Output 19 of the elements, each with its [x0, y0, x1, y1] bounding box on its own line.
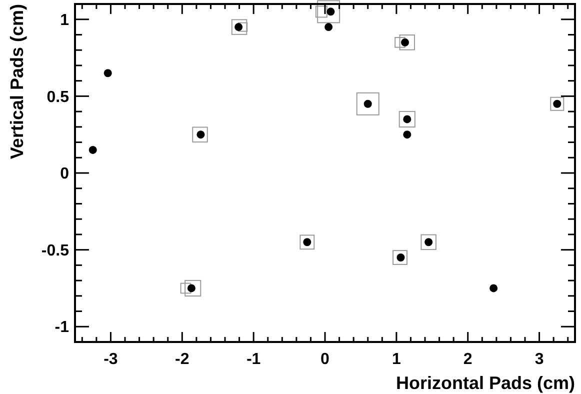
point: [490, 284, 498, 292]
x-tick-label: -2: [175, 351, 190, 368]
y-tick-label: 1: [60, 12, 70, 29]
x-tick-label: 2: [463, 351, 472, 368]
y-tick-label: 0.5: [46, 88, 70, 106]
x-tick-label: 3: [534, 351, 544, 368]
y-tick-label: -0.5: [41, 242, 70, 260]
point: [88, 146, 97, 154]
y-axis-title: Vertical Pads (cm): [7, 4, 27, 160]
x-tick-label: 1: [392, 351, 401, 368]
y-tick-label: 0: [60, 166, 70, 183]
x-tick-label: 0: [320, 351, 330, 368]
point: [403, 130, 412, 139]
point: [104, 69, 112, 78]
point: [324, 23, 333, 32]
y-tick-label: -1: [54, 319, 70, 336]
x-tick-label: -3: [104, 351, 118, 368]
x-axis-title: Horizontal Pads (cm): [396, 373, 575, 393]
x-tick-label: -1: [246, 351, 261, 368]
